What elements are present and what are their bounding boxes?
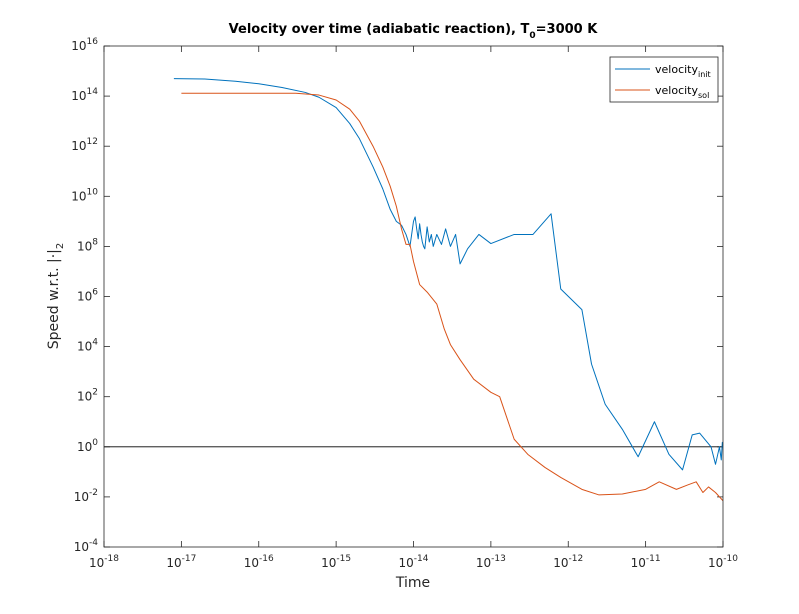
legend: velocityinit velocitysol: [609, 56, 719, 103]
y-tick-label: 10-4: [74, 538, 99, 554]
y-axis-label: Speed w.r.t. |·|2: [46, 243, 66, 350]
x-tick-label: 10-13: [476, 554, 506, 570]
y-tick-label: 104: [77, 338, 98, 354]
y-tick-label: 108: [77, 237, 98, 253]
legend-label-init: velocityinit: [655, 63, 711, 79]
legend-box: [609, 56, 719, 103]
y-tick-label: 1016: [71, 37, 98, 53]
y-tick-label: 102: [77, 388, 98, 404]
x-tick-label: 10-10: [708, 554, 738, 570]
x-tick-label: 10-18: [89, 554, 119, 570]
x-axis-ticks: 10-18 10-17 10-16 10-15 10-14 10-13 10-12 10-11…: [89, 46, 738, 570]
x-tick-label: 10-11: [631, 554, 661, 570]
plot-area: [104, 46, 723, 547]
x-tick-label: 10-17: [166, 554, 196, 570]
y-tick-label: 10-2: [74, 488, 98, 504]
series-line-init: [173, 78, 723, 471]
legend-label-sol: velocitysol: [655, 84, 709, 100]
y-tick-label: 1012: [71, 137, 98, 153]
series-line-sol: [181, 92, 723, 502]
x-tick-label: 10-16: [244, 554, 274, 570]
x-tick-label: 10-12: [553, 554, 583, 570]
axes-box: [103, 45, 724, 548]
y-tick-label: 106: [77, 288, 98, 304]
y-tick-label: 1014: [71, 87, 98, 103]
x-tick-label: 10-15: [321, 554, 351, 570]
series-lines: [173, 78, 723, 502]
x-axis-label: Time: [395, 575, 430, 591]
y-tick-label: 100: [77, 438, 98, 454]
chart-title: Velocity over time (adiabatic reaction),…: [229, 22, 599, 41]
y-tick-label: 1010: [71, 187, 98, 203]
x-tick-label: 10-14: [399, 554, 429, 570]
y-axis-ticks: 10-4 10-2 100 102 104 106 108 1010 1012 1014 1016: [71, 37, 723, 554]
